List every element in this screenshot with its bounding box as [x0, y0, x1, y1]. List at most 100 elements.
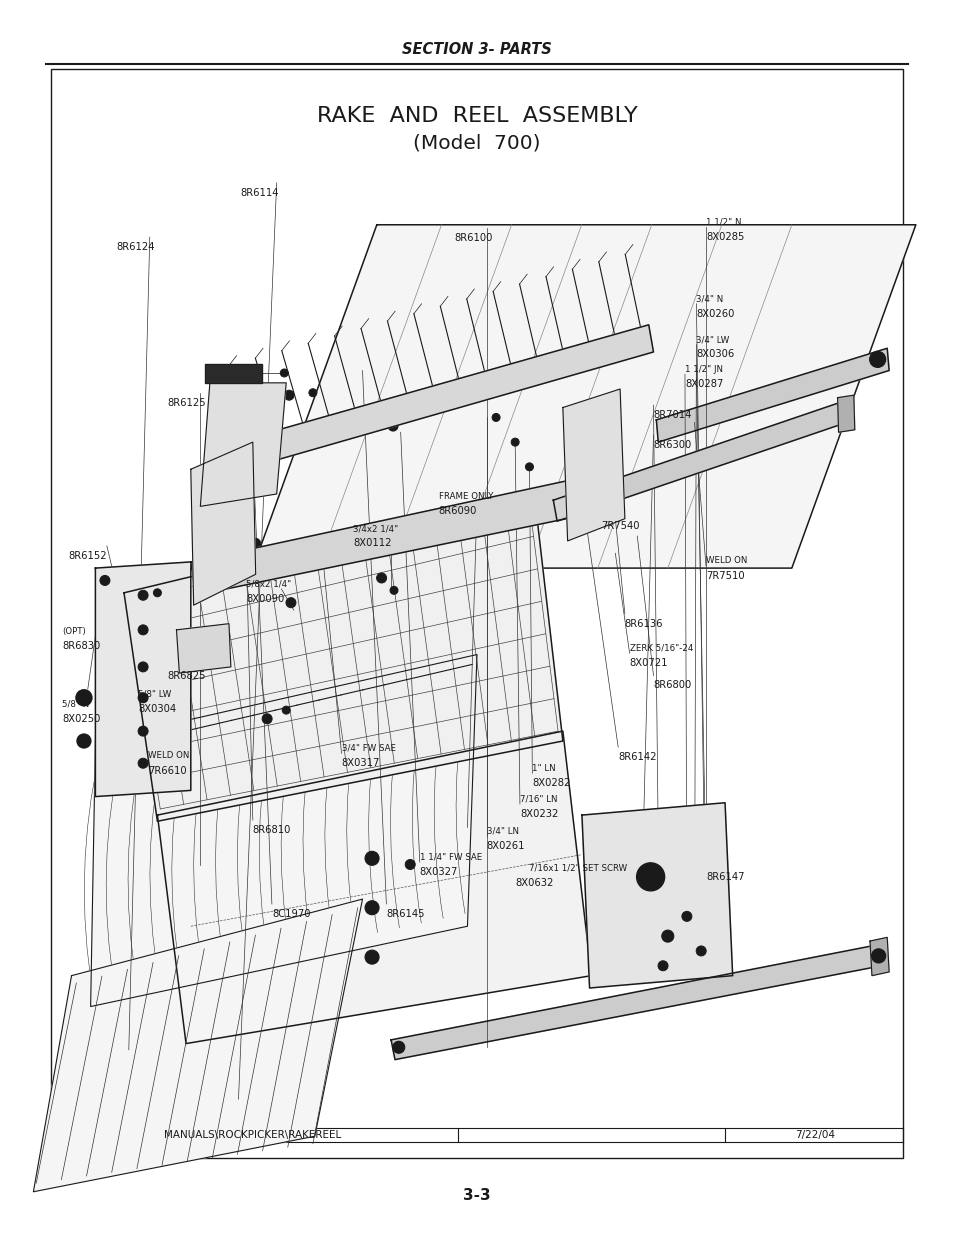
Text: 8R6124: 8R6124	[116, 242, 154, 252]
Text: 8X0304: 8X0304	[138, 704, 176, 714]
Circle shape	[869, 352, 884, 367]
Circle shape	[76, 690, 91, 705]
Circle shape	[138, 726, 148, 736]
Circle shape	[309, 389, 316, 396]
Text: 8R6810: 8R6810	[253, 825, 291, 835]
Text: 3/4" LW: 3/4" LW	[696, 335, 729, 345]
Circle shape	[871, 948, 884, 963]
Circle shape	[511, 438, 518, 446]
Text: 8R6142: 8R6142	[618, 752, 656, 762]
Text: 8X0112: 8X0112	[353, 538, 391, 548]
Circle shape	[286, 598, 295, 608]
Circle shape	[644, 871, 656, 883]
Circle shape	[365, 950, 378, 965]
Text: 1" LN: 1" LN	[532, 763, 556, 773]
Text: MANUALS\ROCKPICKER\RAKEREEL: MANUALS\ROCKPICKER\RAKEREEL	[164, 1130, 341, 1140]
Bar	[51, 69, 902, 1158]
Polygon shape	[205, 364, 262, 383]
Text: 8R6800: 8R6800	[653, 680, 691, 690]
Circle shape	[233, 433, 243, 443]
Text: 8R6825: 8R6825	[167, 671, 205, 680]
Text: (Model  700): (Model 700)	[413, 133, 540, 153]
Text: 7/16x1 1/2" SET SCRW: 7/16x1 1/2" SET SCRW	[529, 863, 627, 873]
Circle shape	[138, 625, 148, 635]
Circle shape	[376, 573, 386, 583]
Circle shape	[435, 404, 442, 411]
Text: 7/16" LN: 7/16" LN	[519, 794, 557, 804]
Text: 8X0317: 8X0317	[341, 758, 379, 768]
Text: 3-3: 3-3	[463, 1188, 490, 1203]
Text: 8R7014: 8R7014	[653, 410, 691, 420]
Text: 8R6090: 8R6090	[438, 506, 476, 516]
Polygon shape	[391, 945, 881, 1060]
Circle shape	[284, 390, 294, 400]
Circle shape	[138, 662, 148, 672]
Circle shape	[661, 930, 673, 942]
Text: 5/8x2 1/4": 5/8x2 1/4"	[246, 579, 291, 589]
Text: 8X0260: 8X0260	[696, 309, 734, 319]
Text: 1 1/2" JN: 1 1/2" JN	[684, 364, 722, 374]
Text: 8X0632: 8X0632	[515, 878, 553, 888]
Circle shape	[77, 734, 91, 748]
Circle shape	[585, 503, 597, 515]
Text: 8X0232: 8X0232	[519, 809, 558, 819]
Text: 8X0261: 8X0261	[486, 841, 524, 851]
Polygon shape	[124, 494, 562, 821]
Text: RAKE  AND  REEL  ASSEMBLY: RAKE AND REEL ASSEMBLY	[316, 106, 637, 126]
Polygon shape	[191, 475, 596, 595]
Polygon shape	[248, 325, 653, 467]
Circle shape	[80, 694, 88, 701]
Polygon shape	[191, 442, 255, 605]
Polygon shape	[253, 225, 915, 568]
Circle shape	[549, 509, 557, 516]
Text: 7/22/04: 7/22/04	[794, 1130, 834, 1140]
Circle shape	[138, 693, 148, 703]
Text: 8R6125: 8R6125	[167, 398, 205, 408]
Text: WELD ON: WELD ON	[705, 556, 746, 566]
Circle shape	[492, 414, 499, 421]
Text: 8X0250: 8X0250	[62, 714, 100, 724]
Text: 8X0282: 8X0282	[532, 778, 570, 788]
Polygon shape	[553, 403, 842, 521]
Circle shape	[153, 589, 161, 597]
Text: 8R6830: 8R6830	[62, 641, 100, 651]
Text: 1 1/4" FW SAE: 1 1/4" FW SAE	[419, 852, 481, 862]
Circle shape	[393, 1041, 404, 1053]
Circle shape	[251, 538, 260, 548]
Circle shape	[365, 900, 378, 915]
Polygon shape	[869, 937, 888, 976]
Circle shape	[696, 946, 705, 956]
Circle shape	[405, 860, 415, 869]
Polygon shape	[33, 899, 362, 1192]
Text: ZERK 5/16"-24: ZERK 5/16"-24	[629, 643, 692, 653]
Text: 8R6100: 8R6100	[454, 233, 492, 243]
Text: 8R6300: 8R6300	[653, 440, 691, 450]
Text: 3/4" N: 3/4" N	[696, 294, 723, 304]
Circle shape	[658, 961, 667, 971]
Text: 7R7510: 7R7510	[705, 571, 743, 580]
Text: 3/4" FW SAE: 3/4" FW SAE	[341, 743, 395, 753]
Text: FRAME ONLY: FRAME ONLY	[438, 492, 493, 501]
Polygon shape	[176, 624, 231, 673]
Text: 8R6152: 8R6152	[69, 551, 107, 561]
Circle shape	[525, 463, 533, 471]
Text: 8X0090: 8X0090	[246, 594, 284, 604]
Circle shape	[839, 406, 852, 421]
Text: 3/4x2 1/4": 3/4x2 1/4"	[353, 524, 397, 534]
Circle shape	[479, 380, 489, 390]
Text: 8R6145: 8R6145	[386, 909, 424, 919]
Polygon shape	[656, 348, 888, 442]
Text: SECTION 3- PARTS: SECTION 3- PARTS	[402, 42, 551, 57]
Text: 3/4" LN: 3/4" LN	[486, 826, 518, 836]
Polygon shape	[562, 389, 624, 541]
Circle shape	[282, 706, 290, 714]
Text: 8X0327: 8X0327	[419, 867, 457, 877]
Circle shape	[251, 458, 260, 468]
Text: WELD ON: WELD ON	[148, 751, 189, 761]
Circle shape	[681, 911, 691, 921]
Text: 7R7540: 7R7540	[600, 521, 639, 531]
Text: 5/8" N: 5/8" N	[62, 699, 90, 709]
Text: 8X0285: 8X0285	[705, 232, 743, 242]
Circle shape	[138, 590, 148, 600]
Circle shape	[138, 758, 148, 768]
